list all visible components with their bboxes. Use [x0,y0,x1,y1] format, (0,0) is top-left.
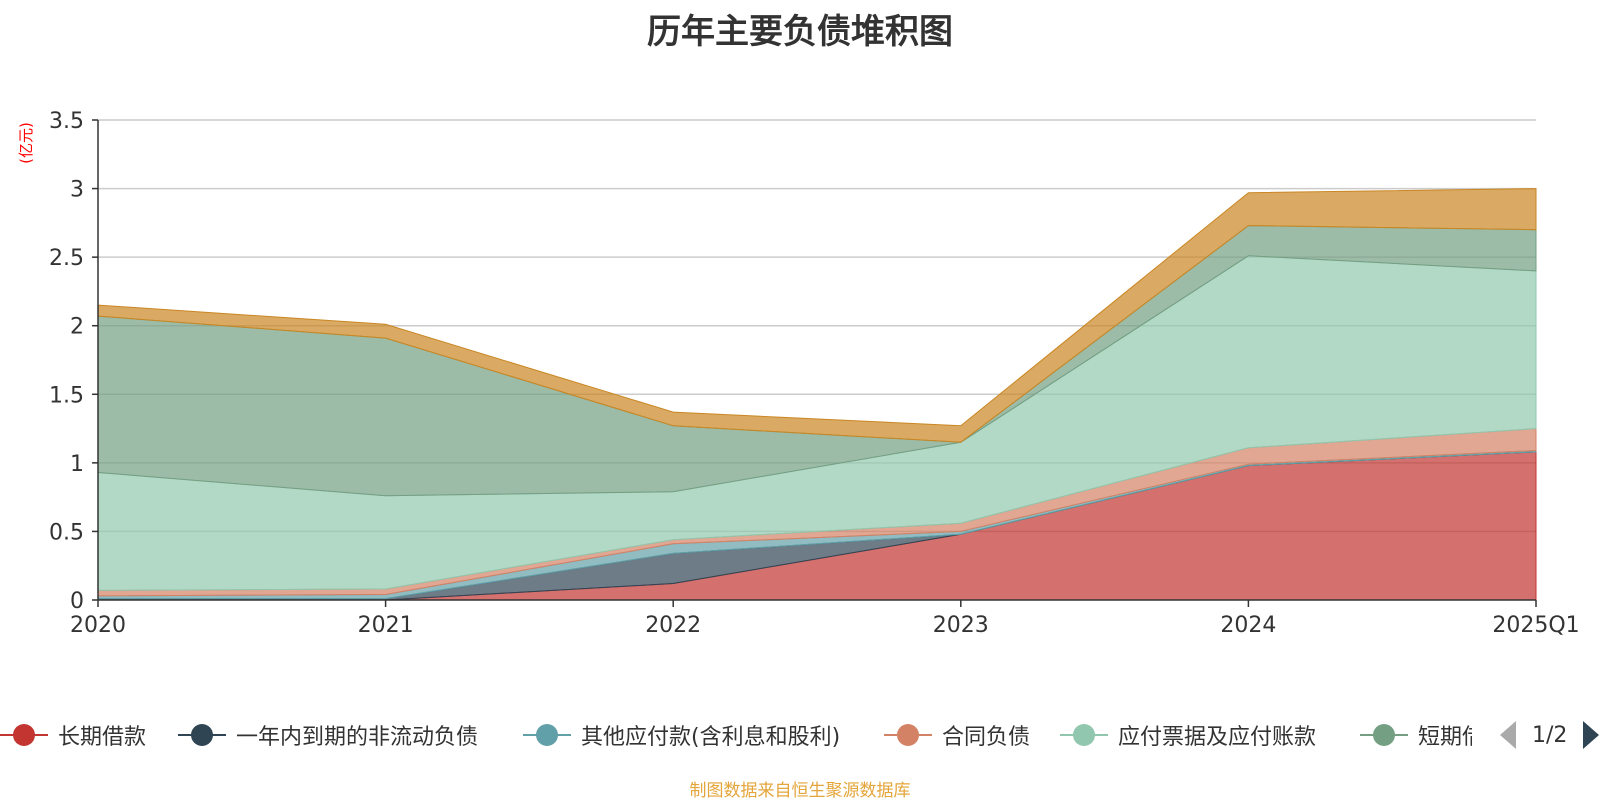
legend-label: 短期借款 [1418,725,1472,750]
legend-pager: 1/2 [1500,718,1600,752]
x-tick-label: 2025Q1 [1492,613,1579,638]
x-tick-label: 2022 [645,613,701,638]
x-tick-label: 2024 [1220,613,1276,638]
legend-item[interactable]: 一年内到期的非流动负债 [178,718,478,752]
y-tick-label: 2 [70,315,84,340]
y-tick-label: 0.5 [49,520,84,545]
legend-marker-icon [884,718,932,752]
chart-area: 0 0.5 1 1.5 2 2.5 3 3.5 2020 2021 2022 2023 2024 2025… [17,109,1580,638]
legend-label: 应付票据及应付账款 [1118,725,1317,750]
y-tick-label: 1.5 [49,383,84,408]
y-axis-unit-label: (亿元) [17,122,35,164]
legend-next-arrow-icon[interactable] [1583,721,1600,749]
y-tick-label: 2.5 [49,246,84,271]
legend-page-indicator: 1/2 [1532,722,1568,748]
legend-label: 一年内到期的非流动负债 [236,725,479,750]
y-tick-label: 1 [70,452,84,477]
source-note: 制图数据来自恒生聚源数据库 [689,781,911,801]
legend: 长期借款 一年内到期的非流动负债 其他应付款(含利息和股利) 合同负债 应付票据及应付账… [0,718,1600,752]
x-tick-label: 2023 [933,613,989,638]
y-tick-label: 3 [70,178,84,203]
legend-label: 长期借款 [58,725,147,750]
y-tick-label: 0 [70,589,84,614]
chart-title: 历年主要负债堆积图 [647,12,953,52]
legend-item[interactable]: 长期借款 [0,718,146,752]
legend-marker-icon [523,718,571,752]
y-tick-label: 3.5 [49,109,84,134]
legend-item[interactable]: 其他应付款(含利息和股利) [523,718,840,752]
legend-item[interactable]: 合同负债 [884,718,1030,752]
area-series-6[interactable] [97,188,1537,443]
legend-label: 合同负债 [942,725,1031,750]
x-tick-label: 2020 [70,613,126,638]
axes: 0 0.5 1 1.5 2 2.5 3 3.5 2020 2021 2022 2023 2024 2025… [49,109,1580,638]
legend-marker-icon [1360,718,1408,752]
legend-item[interactable]: 短期借款 [1360,718,1472,752]
legend-label: 其他应付款(含利息和股利) [581,725,841,750]
legend-items: 长期借款 一年内到期的非流动负债 其他应付款(含利息和股利) 合同负债 应付票据及应付账… [0,718,1472,752]
legend-prev-arrow-icon[interactable] [1500,721,1516,749]
x-tick-label: 2021 [358,613,414,638]
legend-marker-icon [178,718,226,752]
legend-marker-icon [0,718,48,752]
legend-item[interactable]: 应付票据及应付账款 [1060,718,1316,752]
legend-marker-icon [1060,718,1108,752]
